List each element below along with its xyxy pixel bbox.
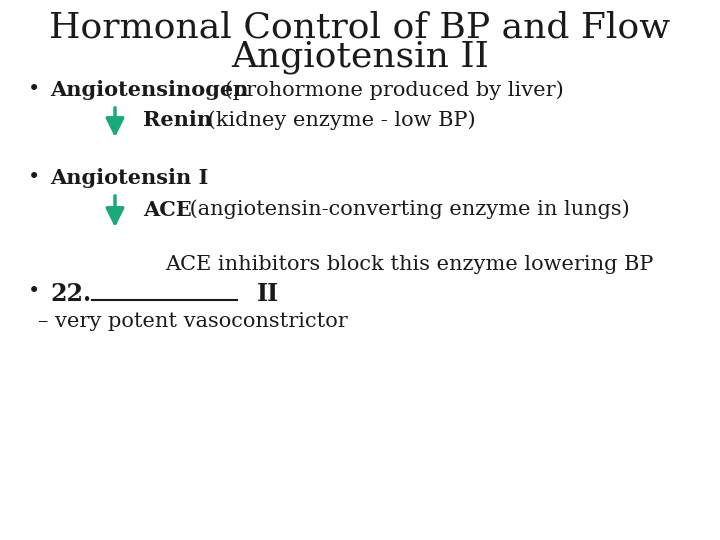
Text: (prohormone produced by liver): (prohormone produced by liver) (218, 80, 564, 100)
Text: (kidney enzyme - low BP): (kidney enzyme - low BP) (201, 111, 476, 130)
Text: •: • (28, 168, 40, 187)
Text: Angiotensin I: Angiotensin I (50, 168, 208, 188)
Text: (angiotensin-converting enzyme in lungs): (angiotensin-converting enzyme in lungs) (183, 200, 630, 219)
Text: 22.: 22. (50, 282, 91, 306)
Text: ACE: ACE (143, 199, 192, 219)
Text: Angiotensin II: Angiotensin II (231, 40, 489, 74)
Text: •: • (28, 80, 40, 99)
Text: •: • (28, 282, 40, 301)
Text: Renin: Renin (143, 111, 212, 131)
Text: ACE inhibitors block this enzyme lowering BP: ACE inhibitors block this enzyme lowerin… (165, 255, 653, 274)
Text: Hormonal Control of BP and Flow: Hormonal Control of BP and Flow (50, 10, 670, 44)
Text: – very potent vasoconstrictor: – very potent vasoconstrictor (38, 312, 348, 331)
Text: II: II (257, 282, 279, 306)
Text: Angiotensinogen: Angiotensinogen (50, 80, 248, 100)
